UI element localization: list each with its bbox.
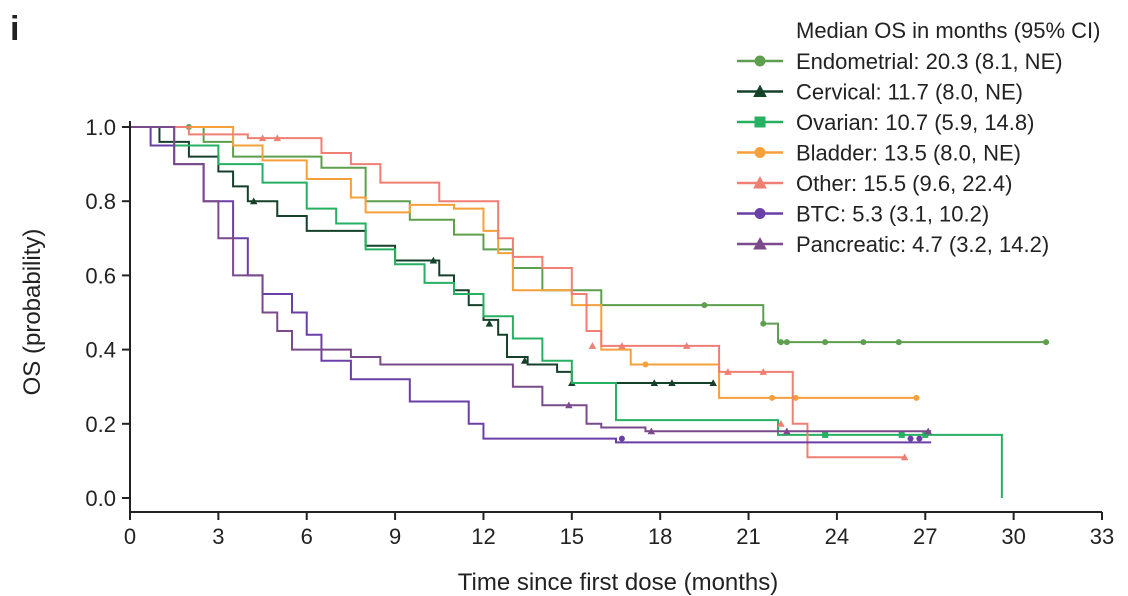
x-tick-label: 9 (389, 524, 401, 549)
x-tick-label: 0 (124, 524, 136, 549)
censor-mark-endometrial (1043, 339, 1050, 346)
censor-mark-pancreatic (647, 427, 656, 435)
y-tick-label: 0.2 (85, 412, 116, 437)
legend-marker-ovarian (754, 116, 766, 128)
series-other (130, 126, 909, 461)
series-line-other (130, 126, 905, 459)
censor-mark-bladder (769, 394, 776, 401)
x-tick-label: 18 (648, 524, 672, 549)
x-tick-label: 3 (212, 524, 224, 549)
censor-mark-pancreatic (783, 427, 791, 435)
legend-item-other: Other: 15.5 (9.6, 22.4) (737, 171, 1012, 196)
legend-marker-btc (754, 208, 766, 219)
y-axis-title: OS (probability) (19, 229, 46, 396)
legend-item-pancreatic: Pancreatic: 4.7 (3.2, 14.2) (737, 232, 1049, 257)
censor-mark-cervical (650, 379, 659, 386)
series-line-bladder (130, 126, 920, 399)
censor-mark-other (900, 453, 909, 461)
censor-mark-btc (907, 435, 914, 442)
censor-mark-other (777, 420, 785, 427)
censor-mark-endometrial (777, 339, 784, 346)
legend-label-btc: BTC: 5.3 (3.1, 10.2) (796, 202, 989, 227)
legend-marker-cervical (753, 84, 767, 97)
censor-mark-pancreatic (924, 427, 932, 435)
censor-mark-endometrial (895, 339, 902, 346)
censor-mark-btc (916, 435, 923, 442)
censor-mark-cervical (429, 256, 438, 264)
y-tick-label: 0.8 (85, 189, 116, 214)
y-tick-label: 0.6 (85, 263, 116, 288)
x-tick-label: 27 (913, 524, 937, 549)
legend-marker-endometrial (754, 55, 766, 67)
legend-label-bladder: Bladder: 13.5 (8.0, NE) (796, 141, 1021, 166)
legend-marker-bladder (754, 147, 766, 158)
series-ovarian (130, 126, 1003, 498)
censor-mark-cervical (668, 379, 676, 386)
legend-marker-pancreatic (753, 237, 767, 250)
y-tick-label: 1.0 (85, 115, 116, 140)
censor-mark-other (273, 134, 282, 142)
series-line-cervical (130, 126, 714, 384)
x-tick-label: 33 (1090, 524, 1114, 549)
censor-mark-ovarian (822, 431, 829, 438)
y-tick-label: 0.4 (85, 338, 116, 363)
censor-mark-other (759, 368, 768, 375)
censor-mark-cervical (249, 197, 258, 205)
censor-mark-btc (618, 435, 625, 442)
censor-mark-ovarian (898, 431, 905, 438)
x-tick-label: 6 (301, 524, 313, 549)
legend-label-endometrial: Endometrial: 20.3 (8.1, NE) (796, 49, 1063, 74)
censor-mark-other (618, 342, 626, 349)
legend: Median OS in months (95% CI) Endometrial… (737, 18, 1100, 257)
x-axis-title: Time since first dose (months) (458, 569, 779, 596)
censor-mark-cervical (520, 356, 529, 364)
censor-mark-other (682, 342, 691, 349)
censor-mark-endometrial (701, 302, 708, 309)
series-cervical (130, 126, 717, 386)
x-tick-label: 21 (736, 524, 760, 549)
x-tick-label: 24 (825, 524, 849, 549)
censor-mark-pancreatic (565, 401, 573, 409)
censor-mark-bladder (792, 394, 799, 401)
x-tick-label: 30 (1001, 524, 1025, 549)
censor-mark-ovarian (922, 431, 929, 438)
legend-label-ovarian: Ovarian: 10.7 (5.9, 14.8) (796, 110, 1034, 135)
legend-marker-other (753, 176, 767, 189)
censor-mark-other (588, 342, 597, 349)
series-bladder (130, 126, 920, 401)
series-line-ovarian (130, 126, 1003, 498)
x-tick-label: 12 (471, 524, 495, 549)
censor-mark-endometrial (760, 320, 767, 327)
series-pancreatic (130, 126, 932, 435)
legend-item-ovarian: Ovarian: 10.7 (5.9, 14.8) (737, 110, 1034, 135)
panel-label: i (10, 10, 19, 48)
x-tick-label: 15 (560, 524, 584, 549)
series-line-pancreatic (130, 126, 932, 433)
legend-item-cervical: Cervical: 11.7 (8.0, NE) (737, 80, 1023, 105)
legend-item-btc: BTC: 5.3 (3.1, 10.2) (737, 202, 989, 227)
censor-mark-bladder (642, 361, 649, 368)
series-group (130, 124, 1050, 498)
censor-mark-cervical (709, 379, 717, 386)
legend-label-cervical: Cervical: 11.7 (8.0, NE) (796, 80, 1023, 105)
censor-mark-cervical (485, 319, 494, 327)
legend-title: Median OS in months (95% CI) (796, 18, 1100, 43)
censor-mark-endometrial (783, 339, 790, 346)
legend-label-other: Other: 15.5 (9.6, 22.4) (796, 171, 1012, 196)
legend-item-endometrial: Endometrial: 20.3 (8.1, NE) (737, 49, 1063, 74)
y-tick-label: 0.0 (85, 486, 116, 511)
censor-mark-endometrial (822, 339, 829, 346)
censor-mark-bladder (913, 394, 920, 401)
axes: 0 3 6 9 12 15 18 21 24 27 30 33 0.0 0.2 0.4 0.6 0.8 1.0 (85, 115, 1114, 549)
censor-mark-other (724, 368, 732, 375)
legend-item-bladder: Bladder: 13.5 (8.0, NE) (737, 141, 1021, 166)
legend-label-pancreatic: Pancreatic: 4.7 (3.2, 14.2) (796, 232, 1049, 257)
censor-mark-other (258, 134, 267, 142)
censor-mark-endometrial (860, 339, 867, 346)
